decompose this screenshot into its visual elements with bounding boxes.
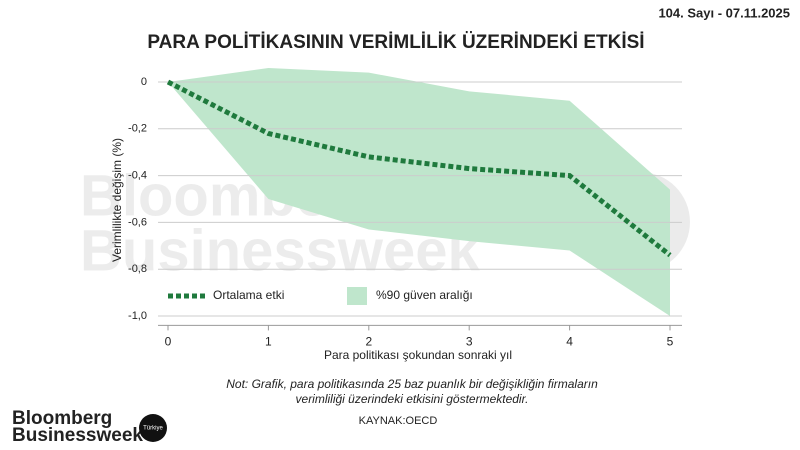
logo-text: Businessweek — [12, 425, 143, 446]
logo-badge — [139, 414, 167, 442]
x-tick-label: 1 — [265, 335, 272, 349]
confidence-band — [168, 67, 670, 317]
x-tick-label: 3 — [466, 335, 473, 349]
y-tick-label: -0,2 — [128, 123, 147, 135]
x-tick-label: 0 — [165, 335, 172, 349]
y-tick-label: 0 — [141, 76, 147, 88]
logo-badge-text: Türkiye — [143, 426, 163, 432]
note: verimliliği üzerindeki etkisini gösterme… — [296, 392, 529, 406]
logo-text: Bloomberg — [12, 408, 112, 429]
y-axis-label: Verimlilikte değişim (%) — [110, 138, 124, 262]
y-tick-label: -0,8 — [128, 263, 147, 275]
line — [166, 79, 672, 258]
y-tick-label: -0,6 — [128, 216, 147, 228]
x-tick-label: 2 — [365, 335, 372, 349]
note: Not: Grafik, para politikasında 25 baz p… — [226, 377, 598, 391]
legend-label: %90 güven aralığı — [376, 288, 473, 302]
issue: 104. Sayı - 07.11.2025 — [658, 5, 790, 20]
x-tick-label: 4 — [566, 335, 573, 349]
x-axis-label: Para politikası şokundan sonraki yıl — [324, 348, 512, 362]
y-tick-label: -1,0 — [128, 310, 147, 322]
legend-swatch — [347, 287, 367, 305]
chart-title: PARA POLİTİKASININ VERİMLİLİK ÜZERİNDEKİ… — [147, 32, 644, 53]
x-tick-label: 5 — [667, 335, 674, 349]
legend-label: Ortalama etki — [213, 288, 284, 302]
y-tick-label: -0,4 — [128, 170, 147, 182]
source: KAYNAK:OECD — [359, 415, 438, 427]
